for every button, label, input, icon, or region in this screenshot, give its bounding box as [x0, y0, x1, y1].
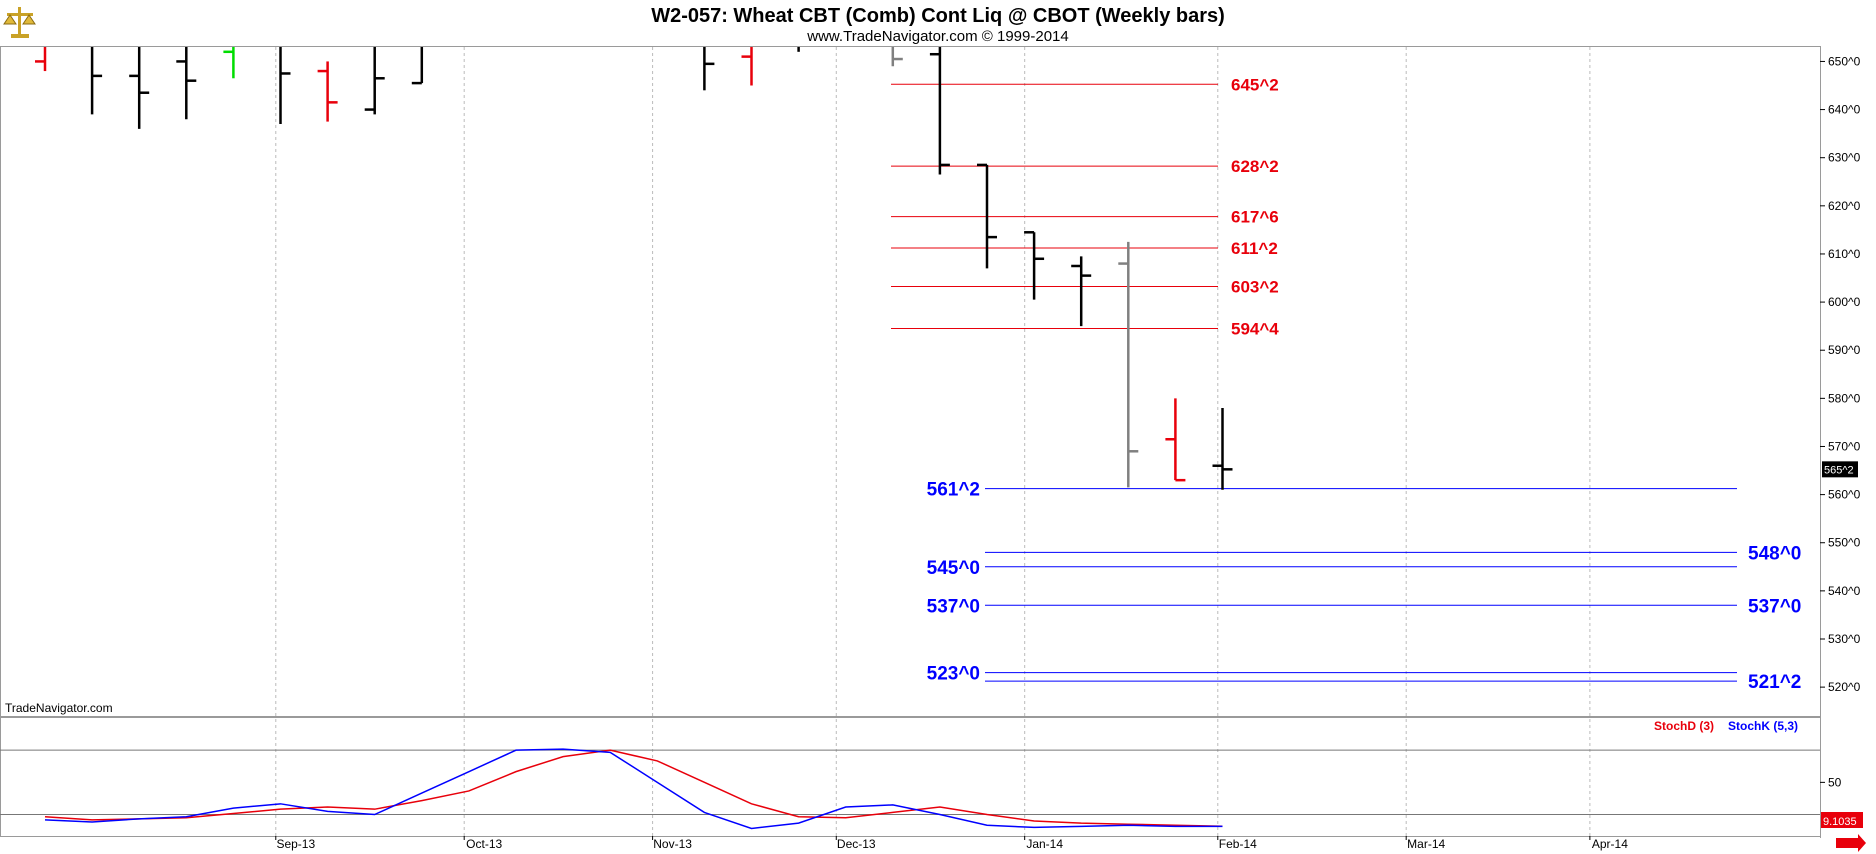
last-price-label: 565^2 [1824, 464, 1854, 476]
price-bar [317, 61, 338, 122]
resistance-label: 611^2 [1231, 239, 1278, 258]
time-tick-label: Dec-13 [837, 837, 876, 851]
price-tick-label: 600^0 [1828, 295, 1861, 309]
price-bar [176, 47, 197, 120]
scale-logo-icon [3, 7, 36, 38]
price-tick-label: 530^0 [1828, 632, 1861, 646]
support-label-right: 548^0 [1748, 543, 1801, 564]
support-label-left: 561^2 [927, 480, 980, 501]
stoch-tick-label: 50 [1828, 775, 1842, 789]
support-label-left: 537^0 [927, 596, 980, 617]
resistance-label: 628^2 [1231, 157, 1279, 176]
price-bar [1118, 241, 1139, 488]
time-tick-label: Nov-13 [653, 837, 692, 851]
scroll-right-arrow-icon[interactable] [1836, 834, 1866, 852]
watermark-text: TradeNavigator.com [5, 701, 113, 715]
price-bar [703, 47, 715, 91]
price-tick-label: 640^0 [1828, 103, 1861, 117]
stoch-panel [0, 717, 1821, 837]
time-axis: Sep-13 Oct-13 Nov-13 Dec-13 Jan-14 Feb-14 Mar-… [275, 836, 1628, 851]
price-bar [977, 163, 997, 269]
price-tick-label: 550^0 [1828, 536, 1861, 550]
price-panel [0, 46, 1821, 717]
price-bar [891, 47, 903, 67]
time-tick-label: Sep-13 [276, 837, 315, 851]
price-bar [129, 47, 150, 129]
resistance-label: 603^2 [1231, 277, 1279, 296]
price-bar [741, 47, 753, 86]
time-tick-label: Oct-13 [466, 837, 502, 851]
last-price-badge: 565^2 [1822, 461, 1858, 478]
price-bar [223, 47, 235, 79]
price-bar [1071, 256, 1092, 327]
price-bar [90, 47, 103, 115]
chart-title: W2-057: Wheat CBT (Comb) Cont Liq @ CBOT… [651, 5, 1225, 27]
price-bar [364, 47, 385, 115]
price-tick-label: 520^0 [1828, 680, 1861, 694]
price-tick-label: 540^0 [1828, 584, 1861, 598]
price-bar [1212, 407, 1233, 490]
price-bar [279, 47, 291, 125]
price-bar [1024, 231, 1045, 300]
stoch-last-badge: 9.1035 [1821, 812, 1863, 828]
stoch-series-line [44, 748, 1223, 830]
price-bar [35, 47, 47, 72]
legend-stoch-d: StochD (3) [1654, 719, 1714, 733]
price-bar [1165, 398, 1186, 482]
price-bar [929, 47, 950, 175]
legend-stoch-k: StochK (5,3) [1728, 719, 1798, 733]
support-label-right: 521^2 [1748, 672, 1801, 693]
support-label-left: 523^0 [927, 664, 980, 685]
price-bar [411, 47, 424, 85]
stochastic-panel: 50 StochD (3) StochK (5,3) [0, 719, 1842, 830]
chart-subtitle: www.TradeNavigator.com © 1999-2014 [806, 28, 1068, 45]
price-tick-label: 590^0 [1828, 343, 1861, 357]
resistance-label: 594^4 [1231, 320, 1279, 339]
support-label-right: 537^0 [1748, 596, 1801, 617]
resistance-label: 645^2 [1231, 75, 1279, 94]
price-tick-label: 570^0 [1828, 439, 1861, 453]
time-tick-label: Feb-14 [1219, 837, 1257, 851]
price-axis: 650^0 640^0 630^0 620^0 610^0 600^0 590^0 580^0… [1820, 54, 1861, 694]
time-tick-label: Apr-14 [1592, 837, 1628, 851]
price-tick-label: 630^0 [1828, 151, 1861, 165]
price-bars [35, 47, 1233, 490]
time-tick-label: Mar-14 [1407, 837, 1445, 851]
time-tick-label: Jan-14 [1026, 837, 1063, 851]
price-tick-label: 650^0 [1828, 54, 1861, 68]
price-tick-label: 610^0 [1828, 247, 1861, 261]
price-tick-label: 560^0 [1828, 488, 1861, 502]
stoch-last-label: 9.1035 [1823, 816, 1857, 828]
resistance-label: 617^6 [1231, 208, 1279, 227]
support-label-left: 545^0 [927, 558, 980, 579]
price-tick-label: 620^0 [1828, 199, 1861, 213]
price-tick-label: 580^0 [1828, 391, 1861, 405]
stoch-series-line [44, 749, 1223, 827]
